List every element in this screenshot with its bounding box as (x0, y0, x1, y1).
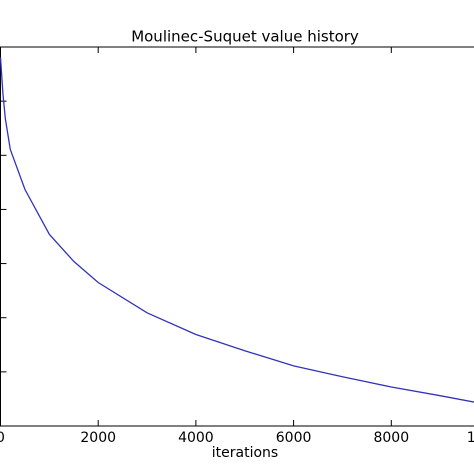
x-tick-label: 8000 (373, 430, 409, 446)
x-tick-label: 10000 (467, 430, 474, 446)
x-tick-label: 4000 (178, 430, 214, 446)
x-tick-label: 0 (0, 430, 5, 446)
plot-frame (0, 46, 474, 427)
x-tick-label: 2000 (80, 430, 116, 446)
x-tick-label: 6000 (276, 430, 312, 446)
x-axis-label: iterations (212, 445, 278, 461)
chart-title: Moulinec-Suquet value history (131, 28, 359, 46)
line (0, 57, 474, 403)
